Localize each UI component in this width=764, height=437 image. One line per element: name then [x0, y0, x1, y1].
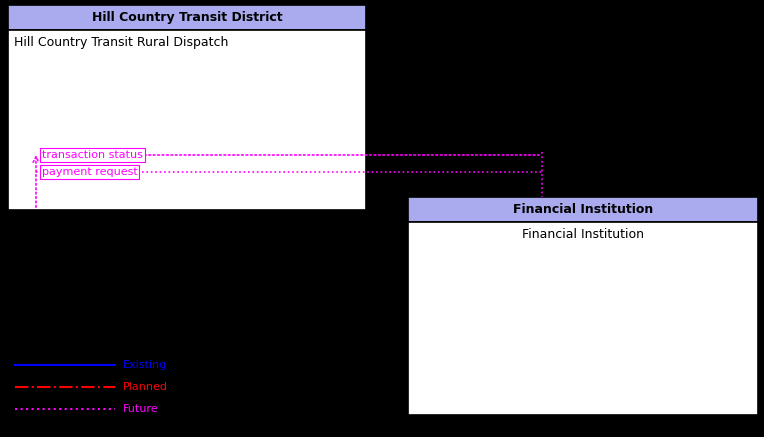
Text: Future: Future	[123, 404, 159, 414]
Text: Planned: Planned	[123, 382, 168, 392]
Bar	[8, 5, 366, 30]
Text: payment request: payment request	[42, 167, 138, 177]
Bar	[408, 197, 758, 222]
Text: Financial Institution: Financial Institution	[513, 203, 653, 216]
Text: Financial Institution: Financial Institution	[522, 228, 644, 241]
Text: Hill Country Transit Rural Dispatch: Hill Country Transit Rural Dispatch	[14, 36, 228, 49]
Text: transaction status: transaction status	[42, 150, 143, 160]
Bar	[8, 30, 366, 210]
Text: Existing: Existing	[123, 360, 167, 370]
Text: Hill Country Transit District: Hill Country Transit District	[92, 11, 283, 24]
Bar	[408, 222, 758, 415]
